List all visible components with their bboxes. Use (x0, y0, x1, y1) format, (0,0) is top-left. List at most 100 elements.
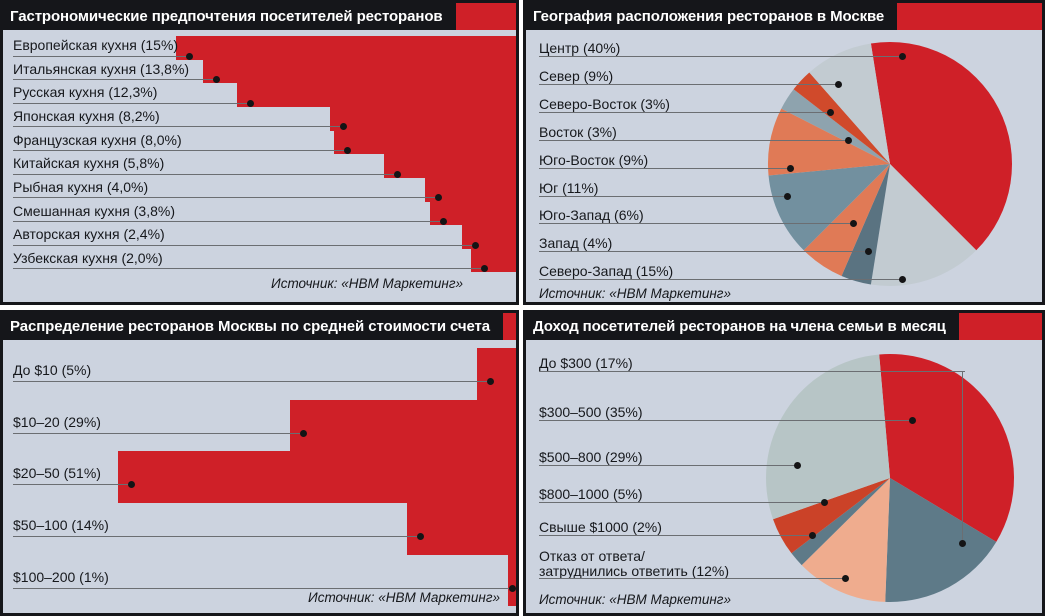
leader-dot (394, 170, 402, 178)
leader-line (539, 195, 790, 197)
leader-line (539, 535, 815, 536)
legend-label: Север (9%) (539, 67, 614, 84)
bar-segment (508, 554, 516, 607)
bar-label: $50–100 (14%) (13, 517, 109, 534)
leader-line (539, 465, 800, 466)
leader-dot (827, 108, 834, 116)
legend-label: $800–1000 (5%) (539, 486, 643, 502)
legend-label: До $300 (17%) (539, 355, 633, 371)
legend-label: Северо-Восток (3%) (539, 95, 670, 112)
leader-line (13, 126, 346, 128)
panel-title: География расположения ресторанов в Моск… (526, 3, 898, 30)
header-red-block (897, 3, 1042, 30)
leader-dot (344, 147, 352, 155)
header-red-block (455, 3, 516, 30)
bar-segment (329, 106, 516, 131)
pie-graphic (765, 353, 1014, 603)
leader-dot (821, 499, 828, 506)
legend-label: Запад (4%) (539, 235, 613, 252)
leader-line (13, 432, 306, 434)
leader-line (13, 536, 423, 538)
leader-dot (212, 76, 220, 84)
header-red-block (958, 313, 1042, 340)
bar-label: Русская кухня (12,3%) (13, 84, 158, 101)
panel-title: Распределение ресторанов Москвы по средн… (3, 313, 504, 340)
panel-visitor-income: Доход посетителей ресторанов на члена се… (523, 310, 1045, 616)
pie-slice (841, 164, 890, 285)
leader-line (539, 251, 871, 253)
leader-dot (480, 265, 488, 273)
leader-line (13, 79, 219, 81)
leader-line (13, 150, 351, 152)
leader-dot (909, 417, 916, 424)
leader-dot (439, 218, 447, 226)
pie-slice (781, 89, 890, 164)
legend-label: $500–800 (29%) (539, 449, 643, 465)
leader-dot (850, 220, 857, 228)
pie-slice (793, 72, 890, 164)
legend-label: Центр (40%) (539, 40, 621, 56)
bar-label: Китайская кухня (5,8%) (13, 155, 165, 172)
legend-label: Восток (3%) (539, 123, 617, 140)
bar-label: Итальянская кухня (13,8%) (13, 60, 190, 77)
leader-dot (809, 532, 816, 539)
pie-graphic (767, 41, 1013, 287)
pie-slice (767, 108, 890, 176)
pie-slice (803, 164, 890, 276)
leader-line (13, 587, 515, 589)
bar-segment (289, 399, 516, 452)
panel-header: Доход посетителей ресторанов на члена се… (526, 313, 1042, 340)
legend-label: Отказ от ответа/ затруднились ответить (… (539, 548, 730, 579)
pie-slice (809, 43, 890, 164)
leader-line (539, 223, 856, 225)
panel-restaurant-geography: География расположения ресторанов в Моск… (523, 0, 1045, 305)
bar-label: $10–20 (29%) (13, 413, 101, 430)
leader-dot (835, 80, 842, 88)
leader-dot (416, 533, 424, 541)
leader-line (13, 268, 487, 270)
leader-dot (899, 53, 906, 60)
legend-label: Свыше $1000 (2%) (539, 519, 662, 535)
bar-label: $20–50 (51%) (13, 465, 101, 482)
source-note: Источник: «НВМ Маркетинг» (539, 592, 731, 607)
leader-dot (509, 584, 516, 592)
leader-dot (784, 192, 791, 200)
leader-dot (787, 164, 794, 172)
leader-line (539, 420, 915, 421)
leader-dot (842, 575, 849, 582)
panel-header: География расположения ресторанов в Моск… (526, 3, 1042, 30)
leader-dot (865, 248, 872, 256)
bar-segment (236, 83, 516, 107)
pie-chart-income: До $300 (17%) $300–500 (35%) $500–800 (29%… (526, 340, 1042, 613)
bar-label: До $10 (5%) (13, 362, 92, 378)
leader-dot (246, 99, 254, 107)
bar-label: Европейская кухня (15%) (13, 37, 179, 53)
bar-label: Японская кухня (8,2%) (13, 107, 160, 124)
legend-label: Северо-Запад (15%) (539, 263, 674, 280)
bar-chart-cuisine: Европейская кухня (15%) Итальянская кухня… (3, 30, 516, 302)
legend-label: Юго-Восток (9%) (539, 151, 649, 168)
pie-slice (768, 164, 890, 251)
leader-line (539, 139, 851, 141)
pie-slice (885, 478, 997, 603)
pie-slice (773, 478, 890, 554)
bar-segment (202, 59, 516, 84)
leader-line (539, 279, 905, 281)
leader-line (539, 578, 848, 579)
leader-line (13, 484, 135, 486)
bar-chart-average-bill: До $10 (5%) $10–20 (29%) $20–50 (51%) $50–1… (3, 340, 516, 613)
pie-slice (791, 478, 890, 566)
leader-dot (487, 378, 494, 385)
leader-dot (794, 462, 801, 469)
leader-line (13, 197, 442, 199)
bar-segment (175, 36, 516, 60)
pie-slice (870, 164, 977, 287)
bar-segment (406, 503, 516, 555)
panel-cuisine-preferences: Гастрономические предпочтения посетителе… (0, 0, 519, 305)
leader-dot (471, 241, 479, 249)
legend-label: Юго-Запад (6%) (539, 207, 644, 224)
bar-label: Узбекская кухня (2,0%) (13, 249, 163, 266)
leader-drop-line (962, 371, 963, 543)
bar-label: Авторская кухня (2,4%) (13, 226, 165, 243)
